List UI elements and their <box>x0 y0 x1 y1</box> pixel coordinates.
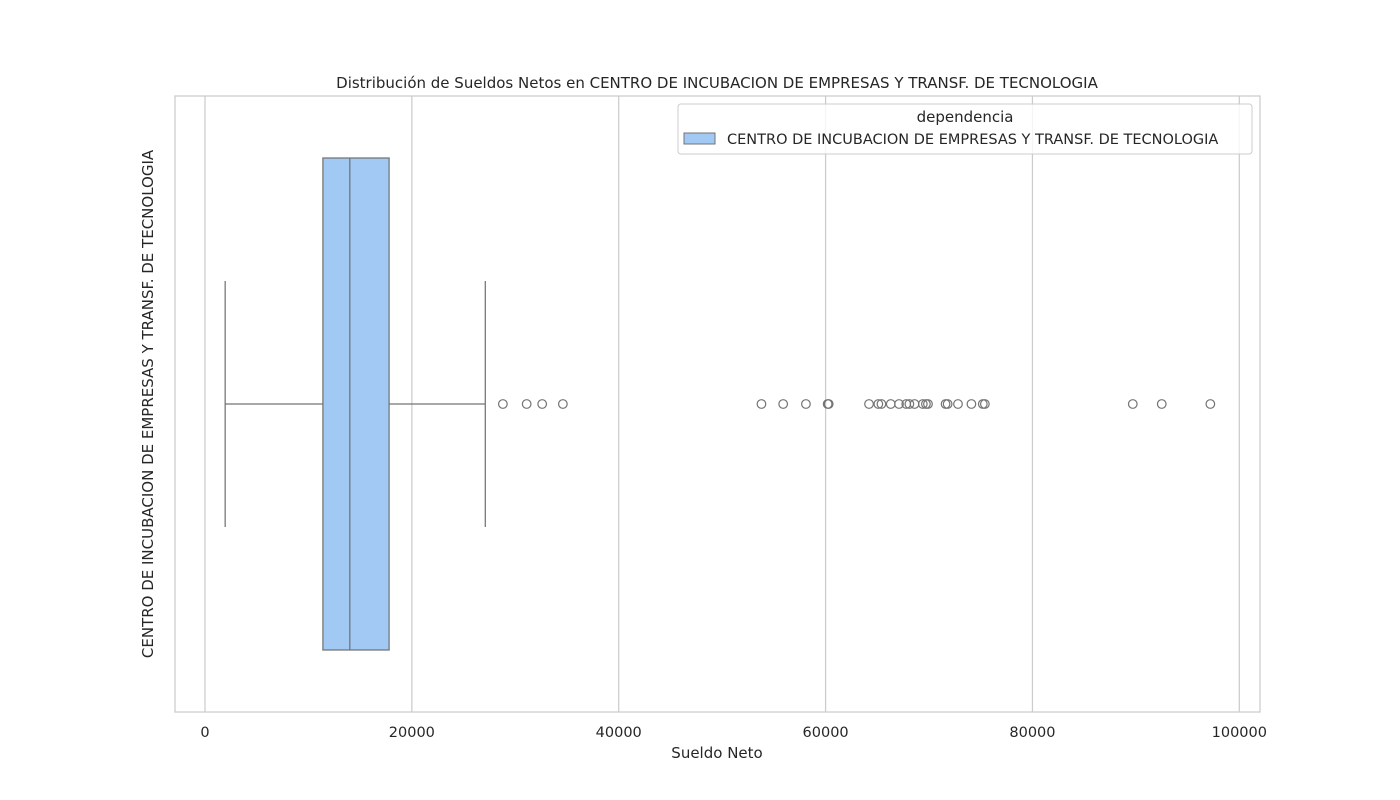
outlier-point <box>940 399 951 409</box>
outlier-point <box>942 399 953 409</box>
outlier-point <box>873 399 884 409</box>
outlier-point <box>1205 399 1216 409</box>
x-tick-label: 60000 <box>803 725 849 741</box>
x-tick-label: 20000 <box>389 725 435 741</box>
box-plot <box>224 157 486 651</box>
outlier-point <box>909 399 920 409</box>
outlier-point <box>778 399 789 409</box>
plot-area-frame <box>174 95 1261 713</box>
outlier-point <box>521 399 532 409</box>
outlier-point <box>917 399 928 409</box>
outlier-point <box>923 399 933 409</box>
outlier-point <box>537 399 548 409</box>
outlier-point <box>497 399 508 409</box>
gridlines <box>204 96 1240 712</box>
legend-swatch <box>683 132 716 145</box>
x-axis-ticks: 0 20000 40000 60000 80000 100000 <box>200 725 1267 741</box>
outlier-point <box>557 399 568 409</box>
legend-entry-label: CENTRO DE INCUBACION DE EMPRESAS Y TRANS… <box>727 132 1218 148</box>
outlier-point <box>801 399 811 409</box>
x-tick-label: 40000 <box>596 725 642 741</box>
outliers <box>497 399 1216 409</box>
outlier-point <box>1156 399 1167 409</box>
iqr-box <box>322 157 390 651</box>
outlier-point <box>876 399 887 409</box>
outlier-point <box>904 399 915 409</box>
x-axis-label: Sueldo Neto <box>671 744 762 762</box>
legend: dependencia CENTRO DE INCUBACION DE EMPR… <box>677 103 1253 155</box>
outlier-point <box>1127 399 1138 409</box>
outlier-point <box>979 399 990 409</box>
outlier-point <box>756 399 767 409</box>
outlier-point <box>823 399 834 409</box>
outlier-point <box>885 399 896 409</box>
y-axis-label: CENTRO DE INCUBACION DE EMPRESAS Y TRANS… <box>139 149 157 658</box>
x-tick-label: 0 <box>200 725 209 741</box>
outlier-point <box>864 399 874 409</box>
chart-title: Distribución de Sueldos Netos en CENTRO … <box>336 74 1098 92</box>
x-tick-label: 100000 <box>1212 725 1267 741</box>
legend-title: dependencia <box>917 108 1014 126</box>
legend-frame <box>677 103 1253 155</box>
outlier-point <box>977 399 988 409</box>
x-tick-label: 80000 <box>1009 725 1055 741</box>
outlier-point <box>966 399 977 409</box>
outlier-point <box>894 399 904 409</box>
outlier-point <box>953 399 963 409</box>
